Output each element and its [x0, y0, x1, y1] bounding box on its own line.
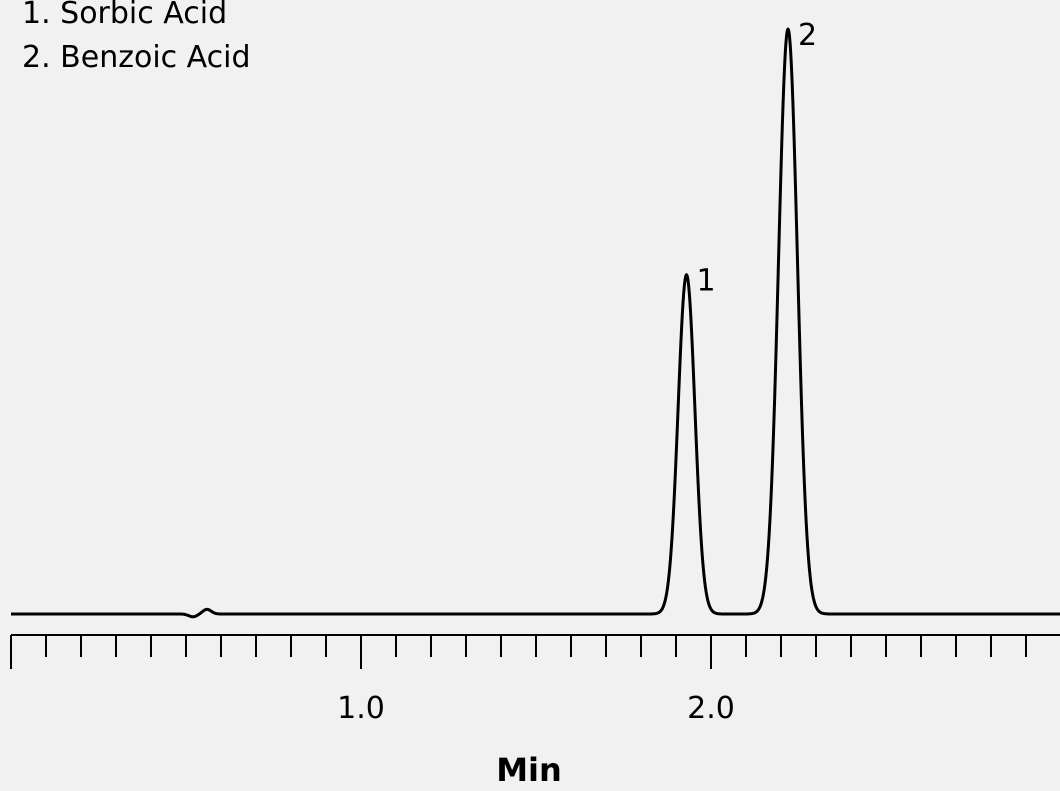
peak-label-1: 1 — [697, 264, 716, 299]
legend-entry-sorbic-acid: 1. Sorbic Acid — [22, 0, 228, 31]
chromatogram-trace — [10, 27, 1060, 619]
x-axis-label: Min — [496, 751, 562, 787]
legend-entry-benzoic-acid: 2. Benzoic Acid — [22, 40, 251, 75]
x-tick-label: 1.0 — [337, 691, 385, 726]
x-tick-label: 2.0 — [687, 691, 735, 726]
peak-label-2: 2 — [798, 18, 817, 53]
legend: 1. Sorbic Acid 2. Benzoic Acid — [22, 0, 251, 80]
